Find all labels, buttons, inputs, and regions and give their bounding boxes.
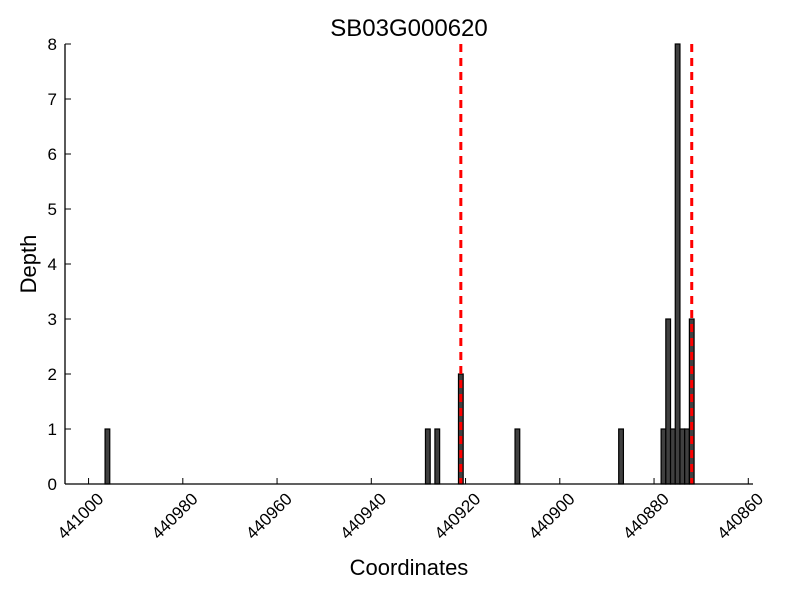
x-tick-label: 440860 [714, 489, 768, 543]
x-tick-label: 440900 [525, 489, 579, 543]
x-tick-label: 440940 [337, 489, 391, 543]
y-tick-label: 8 [48, 35, 57, 54]
y-axis-label: Depth [16, 235, 41, 294]
y-tick-label: 6 [48, 145, 57, 164]
y-tick-label: 3 [48, 310, 57, 329]
y-tick-label: 0 [48, 475, 57, 494]
x-tick-label: 440980 [148, 489, 202, 543]
bar [665, 318, 672, 485]
bar [660, 428, 667, 485]
y-tick-label: 7 [48, 90, 57, 109]
bar [514, 428, 521, 485]
bar [424, 428, 431, 485]
y-tick-label: 1 [48, 420, 57, 439]
x-tick-label: 440880 [619, 489, 673, 543]
x-tick-label: 440920 [431, 489, 485, 543]
x-axis-label: Coordinates [350, 555, 469, 580]
y-tick-label: 4 [48, 255, 57, 274]
bar [679, 428, 686, 485]
x-tick-label: 440960 [242, 489, 296, 543]
bar [684, 428, 690, 485]
chart-title: SB03G000620 [330, 15, 487, 42]
y-tick-label: 5 [48, 200, 57, 219]
bar [104, 428, 111, 485]
y-tick-label: 2 [48, 365, 57, 384]
bar [434, 428, 441, 485]
x-tick-label: 441000 [54, 489, 108, 543]
bar [674, 43, 681, 485]
bar [669, 428, 676, 485]
bar [618, 428, 625, 485]
